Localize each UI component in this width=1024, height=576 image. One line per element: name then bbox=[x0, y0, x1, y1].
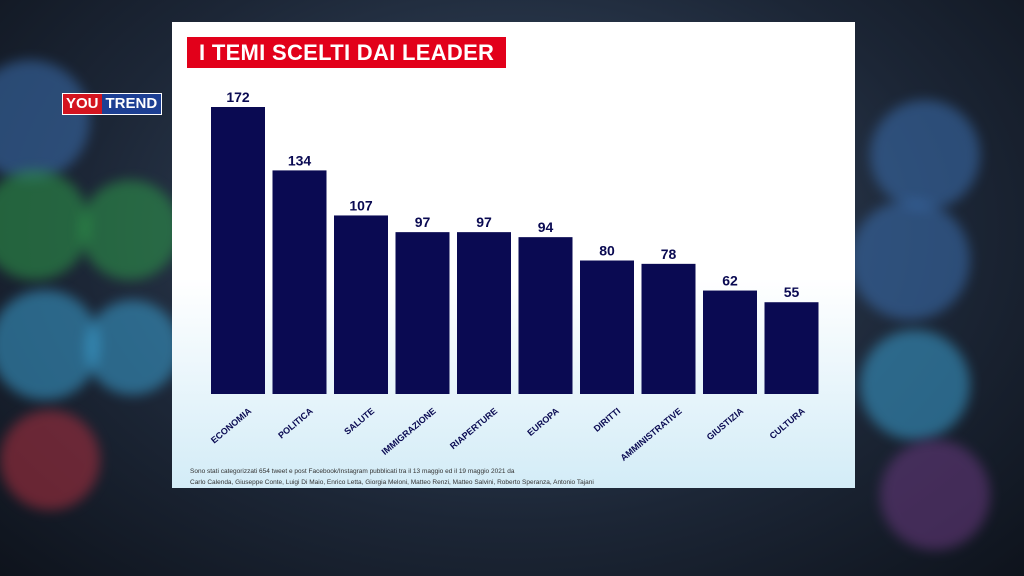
bg-circle-blue bbox=[850, 200, 970, 320]
youtrend-logo: YOU TREND bbox=[62, 93, 163, 115]
bg-circle-blue bbox=[870, 100, 980, 210]
bg-circle-cyan bbox=[0, 290, 100, 400]
bar-cultura bbox=[764, 302, 819, 394]
bar-salute bbox=[334, 215, 388, 394]
category-label: POLITICA bbox=[276, 406, 315, 441]
bar-economia bbox=[211, 107, 265, 394]
bar-chart: 172 ECONOMIA 134 POLITICA 107 SALUTE 97 IMMIGRA… bbox=[209, 89, 819, 463]
bg-circle-purple bbox=[880, 440, 990, 550]
value-label: 94 bbox=[538, 219, 554, 235]
bg-circle-green bbox=[80, 180, 180, 280]
bar-diritti bbox=[580, 260, 634, 394]
footnote-line-2: Carlo Calenda, Giuseppe Conte, Luigi Di … bbox=[190, 479, 594, 486]
category-label: SALUTE bbox=[342, 406, 376, 437]
bar-immigrazione bbox=[395, 232, 450, 394]
value-label: 62 bbox=[722, 273, 738, 289]
category-label: RIAPERTURE bbox=[448, 406, 499, 451]
bg-circle-green bbox=[0, 170, 90, 280]
bar-giustizia bbox=[703, 290, 757, 394]
category-label: ECONOMIA bbox=[209, 406, 254, 446]
value-label: 172 bbox=[226, 89, 250, 105]
logo-part-trend: TREND bbox=[101, 94, 162, 114]
bar-riaperture bbox=[457, 232, 511, 394]
bg-circle-blue bbox=[0, 60, 90, 180]
bar-amministrative bbox=[641, 263, 696, 394]
value-label: 78 bbox=[661, 246, 677, 262]
value-label: 107 bbox=[349, 197, 373, 213]
chart-title: I TEMI SCELTI DAI LEADER bbox=[187, 37, 507, 68]
value-label: 134 bbox=[288, 152, 312, 168]
category-label: IMMIGRAZIONE bbox=[380, 406, 438, 457]
value-label: 80 bbox=[599, 243, 615, 259]
value-label: 97 bbox=[415, 214, 431, 230]
category-label: CULTURA bbox=[768, 406, 808, 442]
bar-europa bbox=[518, 237, 573, 394]
logo-part-you: YOU bbox=[63, 94, 102, 114]
bar-politica bbox=[272, 170, 327, 394]
chart-card: I TEMI SCELTI DAI LEADER 172 ECONOMIA 134 P… bbox=[172, 22, 855, 488]
footnote-line-1: Sono stati categorizzati 654 tweet e pos… bbox=[190, 468, 515, 475]
category-label: DIRITTI bbox=[592, 406, 623, 434]
value-label: 97 bbox=[476, 214, 492, 230]
category-label: GIUSTIZIA bbox=[705, 406, 746, 443]
category-label: EUROPA bbox=[525, 406, 561, 438]
bg-circle-red bbox=[0, 410, 100, 510]
bg-circle-cyan bbox=[860, 330, 970, 440]
bg-circle-cyan bbox=[85, 300, 180, 395]
category-label: AMMINISTRATIVE bbox=[618, 406, 683, 463]
value-label: 55 bbox=[784, 284, 800, 300]
